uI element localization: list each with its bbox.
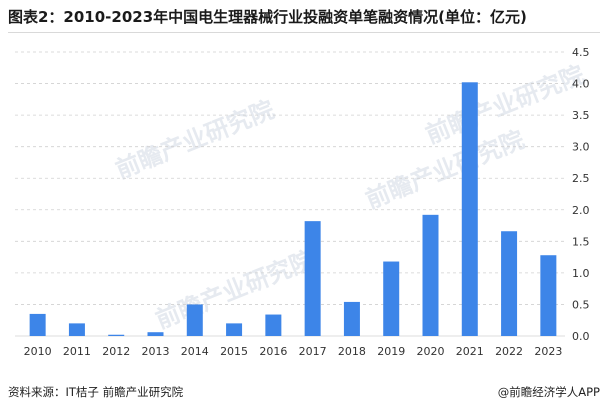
y-tick-label: 1.0 bbox=[572, 267, 590, 280]
bar-2017 bbox=[304, 221, 321, 336]
bar-2016 bbox=[265, 314, 282, 336]
gridlines bbox=[15, 51, 565, 337]
x-tick-label: 2011 bbox=[63, 345, 91, 358]
bar-2021 bbox=[461, 82, 478, 336]
chart-title: 图表2：2010-2023年中国电生理器械行业投融资单笔融资情况(单位：亿元) bbox=[8, 8, 527, 26]
x-axis-ticks: 2010 2011 2012 2013 2014 2015 2016 2017 2018 2019… bbox=[24, 345, 563, 358]
x-tick-label: 2022 bbox=[495, 345, 523, 358]
bar-2014 bbox=[186, 304, 203, 336]
x-tick-label: 2017 bbox=[299, 345, 327, 358]
x-tick-label: 2012 bbox=[102, 345, 130, 358]
publisher-mark: @前瞻经济学人APP bbox=[497, 385, 600, 399]
y-tick-label: 3.5 bbox=[572, 109, 590, 122]
bar-2012 bbox=[108, 334, 125, 336]
y-tick-label: 1.5 bbox=[572, 235, 590, 248]
bar-2023 bbox=[540, 255, 557, 336]
bar-2015 bbox=[226, 323, 243, 336]
x-tick-label: 2010 bbox=[24, 345, 52, 358]
x-tick-label: 2015 bbox=[220, 345, 248, 358]
bars bbox=[29, 82, 557, 336]
bar-chart: 0.00.51.01.52.02.53.03.54.04.5 2010 2011 2… bbox=[15, 46, 590, 358]
x-tick-label: 2023 bbox=[534, 345, 562, 358]
y-tick-label: 4.0 bbox=[572, 78, 590, 91]
y-axis-ticks: 0.0 0.5 1.0 1.5 2.0 2.5 3.0 3.5 4.0 4.5 bbox=[572, 46, 590, 343]
y-tick-label: 2.5 bbox=[572, 172, 590, 185]
bar-2019 bbox=[383, 261, 400, 336]
y-tick-label: 2.0 bbox=[572, 204, 590, 217]
bar-2020 bbox=[422, 214, 439, 336]
source-note: 资料来源：IT桔子 前瞻产业研究院 bbox=[8, 385, 184, 399]
x-tick-label: 2016 bbox=[259, 345, 287, 358]
x-tick-label: 2013 bbox=[142, 345, 170, 358]
y-tick-label: 0.0 bbox=[572, 330, 590, 343]
x-tick-label: 2021 bbox=[456, 345, 484, 358]
bar-2018 bbox=[343, 301, 360, 336]
x-tick-label: 2019 bbox=[377, 345, 405, 358]
bar-2011 bbox=[68, 323, 85, 336]
x-tick-label: 2018 bbox=[338, 345, 366, 358]
bar-2010 bbox=[29, 313, 46, 336]
y-tick-label: 0.5 bbox=[572, 298, 590, 311]
bar-2022 bbox=[501, 231, 518, 336]
y-tick-label: 4.5 bbox=[572, 46, 590, 59]
x-tick-label: 2020 bbox=[417, 345, 445, 358]
y-tick-label: 3.0 bbox=[572, 141, 590, 154]
title-divider bbox=[8, 32, 600, 33]
bar-2013 bbox=[147, 332, 164, 336]
x-tick-label: 2014 bbox=[181, 345, 209, 358]
